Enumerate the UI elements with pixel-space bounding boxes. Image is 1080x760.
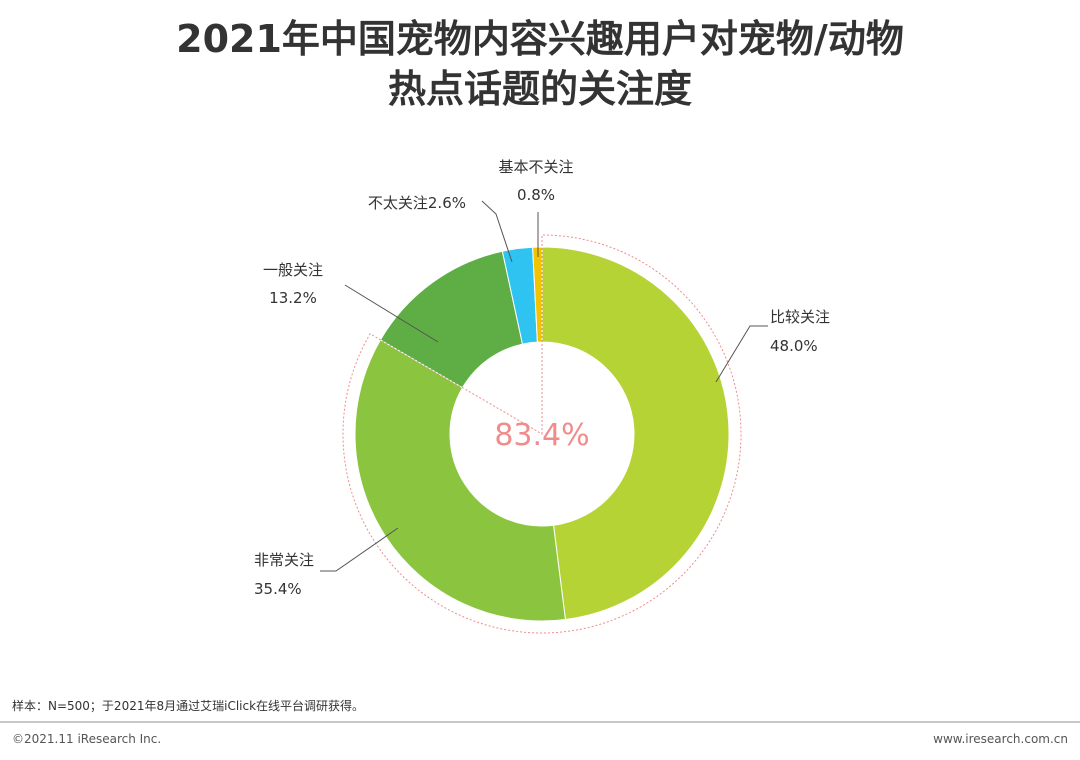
leader-line-3 [344,284,439,343]
leader-line-1 [715,325,768,383]
source-note: 样本：N=500；于2021年8月通过艾瑞iClick在线平台调研获得。 [12,699,365,713]
donut-slices [354,246,730,622]
slice-label-3: 一般关注 [263,261,323,279]
highlight-outline [342,234,742,634]
highlight-dotted-outline [342,234,742,634]
slice-labels: 比较关注 48.0% 非常关注 35.4% 一般关注 13.2% 不太关注2.6% 基本不关注… [254,158,830,598]
chart-title: 2021年中国宠物内容兴趣用户对宠物/动物 热点话题的关注度 [0,14,1080,114]
footer-divider [0,721,1080,723]
slice-value-2: 35.4% [254,580,302,598]
slice-label-4: 不太关注2.6% [368,194,466,212]
leader-line-4 [481,200,513,263]
donut-slice-2 [354,339,566,622]
leader-line-2 [320,527,399,572]
chart-title-line-2: 热点话题的关注度 [387,67,692,111]
slice-label-5: 基本不关注 [498,158,573,176]
center-total-label: 83.4% [494,418,589,453]
slice-value-5: 0.8% [517,186,555,204]
leader-lines [320,200,768,572]
donut-slice-1 [541,246,730,621]
slice-label-1: 比较关注 [770,308,830,326]
slice-label-2: 非常关注 [254,551,314,569]
slice-value-1: 48.0% [770,337,818,355]
slice-value-3: 13.2% [269,289,317,307]
website-link[interactable]: www.iresearch.com.cn [933,732,1068,746]
chart-title-line-1: 2021年中国宠物内容兴趣用户对宠物/动物 [176,17,904,61]
copyright-text: ©2021.11 iResearch Inc. [12,732,162,746]
